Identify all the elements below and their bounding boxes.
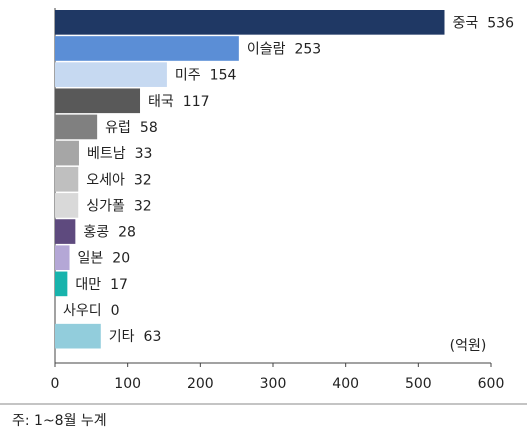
category-label: 사우디 xyxy=(63,303,102,319)
bar xyxy=(55,140,79,166)
value-label: 32 xyxy=(134,172,152,188)
value-label: 58 xyxy=(140,120,158,136)
category-label: 일본 xyxy=(78,251,104,267)
category-label: 미주 xyxy=(175,68,201,84)
bar xyxy=(55,88,141,114)
x-tick-label: 200 xyxy=(187,376,214,392)
value-label: 253 xyxy=(294,41,321,57)
category-label: 홍콩 xyxy=(83,225,109,241)
category-label: 기타 xyxy=(109,329,135,345)
bar xyxy=(55,219,76,244)
x-tick-label: 400 xyxy=(332,376,359,392)
bar xyxy=(55,323,101,349)
category-label: 이슬람 xyxy=(247,41,286,57)
value-label: 0 xyxy=(111,303,120,319)
value-label: 63 xyxy=(144,329,162,345)
x-tick-label: 500 xyxy=(405,376,432,392)
footnote: 주: 1~8월 누계 xyxy=(12,413,107,429)
value-label: 17 xyxy=(110,277,128,293)
x-tick-label: 0 xyxy=(51,376,60,392)
bar xyxy=(55,36,239,61)
value-label: 33 xyxy=(135,146,153,162)
unit-label: (억원) xyxy=(450,338,487,354)
bar xyxy=(55,10,445,35)
category-label: 오세아 xyxy=(86,172,125,188)
category-label: 싱가폴 xyxy=(86,198,125,214)
category-label: 유럽 xyxy=(105,120,131,136)
x-tick-label: 600 xyxy=(478,376,505,392)
x-tick-label: 300 xyxy=(260,376,287,392)
bar xyxy=(55,245,70,271)
bar xyxy=(55,166,79,192)
value-label: 20 xyxy=(112,251,130,267)
value-label: 154 xyxy=(210,68,237,84)
category-label: 대만 xyxy=(75,277,101,293)
value-label: 32 xyxy=(134,198,152,214)
bar xyxy=(55,62,167,87)
category-label: 중국 xyxy=(452,15,478,31)
bar xyxy=(55,271,68,297)
value-label: 28 xyxy=(118,225,136,241)
bar xyxy=(55,193,79,218)
category-label: 태국 xyxy=(148,94,174,110)
value-label: 117 xyxy=(183,94,210,110)
x-tick-label: 100 xyxy=(114,376,141,392)
category-label: 베트남 xyxy=(87,146,126,162)
bar xyxy=(55,114,98,140)
value-label: 536 xyxy=(487,15,514,31)
